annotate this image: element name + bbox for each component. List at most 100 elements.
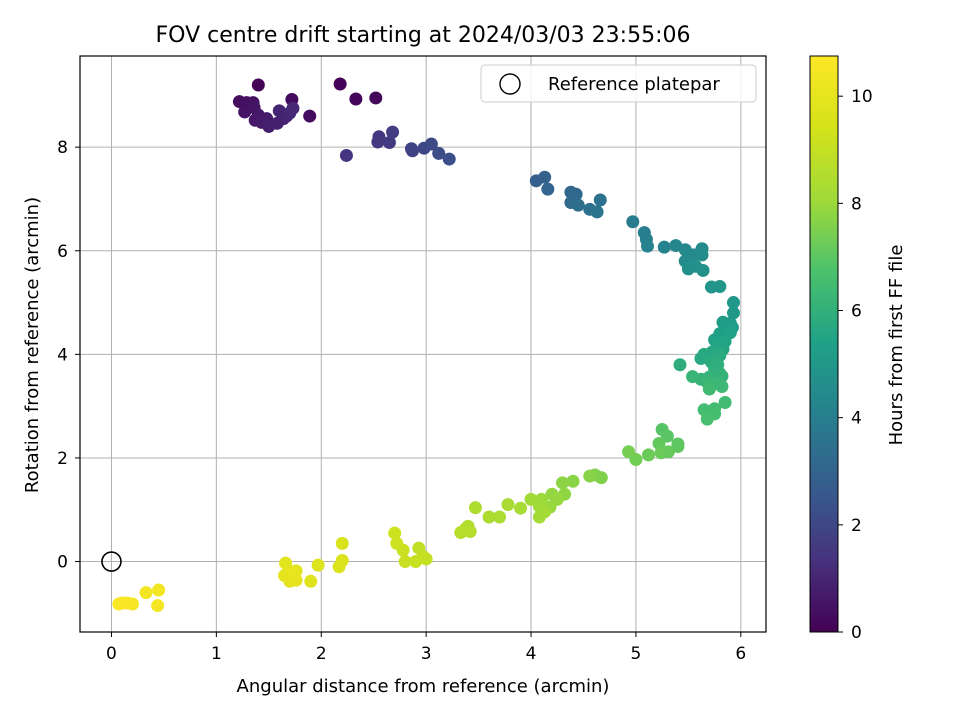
x-tick-label: 2	[316, 644, 327, 664]
x-tick-label: 5	[631, 644, 642, 664]
data-point	[700, 412, 714, 426]
data-point	[454, 526, 468, 540]
x-tick-label: 0	[106, 644, 117, 664]
data-point	[673, 358, 687, 372]
data-point	[251, 78, 265, 92]
y-tick-label: 2	[57, 449, 68, 469]
y-tick-label: 4	[57, 345, 68, 365]
data-point	[538, 170, 552, 184]
data-point	[311, 558, 325, 572]
x-tick-label: 4	[526, 644, 537, 664]
data-point	[501, 498, 515, 512]
data-point	[660, 429, 674, 443]
data-point	[514, 501, 528, 515]
x-tick-label: 6	[735, 644, 746, 664]
data-point	[686, 370, 700, 384]
colorbar: 0 2 4 6 8 10 Hours from first FF file	[809, 55, 907, 643]
data-point	[424, 137, 438, 151]
data-point	[398, 555, 412, 569]
data-point	[112, 597, 126, 611]
data-point	[695, 248, 709, 262]
data-point	[369, 91, 383, 105]
data-point	[332, 560, 346, 574]
data-point	[152, 583, 166, 597]
data-point	[139, 586, 153, 600]
data-point	[626, 215, 640, 229]
data-point	[419, 552, 433, 566]
data-point	[333, 77, 347, 91]
data-point	[286, 565, 300, 579]
colorbar-ticks: 0 2 4 6 8 10	[838, 87, 873, 643]
data-point	[386, 125, 400, 139]
data-point	[468, 501, 482, 515]
y-tick-label: 6	[57, 242, 68, 262]
data-point	[726, 306, 740, 320]
data-point	[404, 142, 418, 156]
data-point	[571, 198, 585, 212]
data-point	[335, 536, 349, 550]
data-point	[339, 148, 353, 162]
colorbar-tick-label: 10	[851, 87, 873, 107]
data-point	[556, 476, 570, 490]
colorbar-tick-label: 2	[851, 516, 862, 536]
data-point	[642, 448, 656, 462]
data-point	[482, 510, 496, 524]
x-tick-label: 1	[211, 644, 222, 664]
data-point	[640, 239, 654, 253]
grid	[80, 56, 766, 632]
data-point	[622, 445, 636, 459]
data-point	[388, 526, 402, 540]
reference-platepar-marker	[101, 551, 122, 572]
data-point	[694, 352, 708, 366]
data-point	[657, 240, 671, 254]
data-point	[593, 193, 607, 207]
colorbar-tick-label: 6	[851, 302, 862, 322]
data-point	[726, 296, 740, 310]
data-point	[713, 280, 727, 294]
legend: Reference platepar	[480, 64, 757, 103]
data-points	[112, 77, 740, 613]
data-point	[286, 101, 300, 115]
colorbar-gradient	[809, 55, 839, 633]
colorbar-tick-label: 8	[851, 194, 862, 214]
data-point	[279, 556, 293, 570]
data-point	[718, 396, 732, 410]
axis-ticks: 0 1 2 3 4 5 6 0 2 4 6 8	[57, 138, 746, 664]
x-axis-label: Angular distance from reference (arcmin)	[237, 676, 610, 697]
data-point	[349, 92, 363, 106]
y-axis-label: Rotation from reference (arcmin)	[22, 197, 43, 493]
data-point	[493, 510, 507, 524]
data-point	[442, 152, 456, 166]
data-point	[304, 574, 318, 588]
data-point	[382, 136, 396, 150]
data-point	[409, 555, 423, 569]
legend-label: Reference platepar	[548, 74, 720, 95]
data-point	[151, 599, 165, 613]
legend-box	[480, 64, 757, 103]
colorbar-label: Hours from first FF file	[886, 245, 907, 446]
x-tick-label: 3	[421, 644, 432, 664]
data-point	[715, 379, 729, 393]
data-point	[590, 205, 604, 219]
data-point	[654, 446, 668, 460]
data-point	[432, 146, 446, 160]
y-tick-label: 0	[57, 553, 68, 573]
data-point	[696, 263, 710, 277]
legend-marker-icon	[499, 73, 521, 95]
colorbar-tick-label: 0	[851, 623, 862, 643]
data-point	[463, 525, 477, 539]
data-point	[390, 536, 404, 550]
data-point	[702, 382, 716, 396]
data-point	[524, 492, 538, 506]
data-point	[532, 510, 546, 524]
axes-frame	[79, 55, 767, 633]
data-point	[566, 474, 580, 488]
chart-title: FOV centre drift starting at 2024/03/03 …	[156, 23, 691, 48]
y-tick-label: 8	[57, 138, 68, 158]
colorbar-tick-label: 4	[851, 409, 862, 429]
data-point	[583, 469, 597, 483]
data-point	[371, 135, 385, 149]
data-point	[541, 182, 555, 196]
